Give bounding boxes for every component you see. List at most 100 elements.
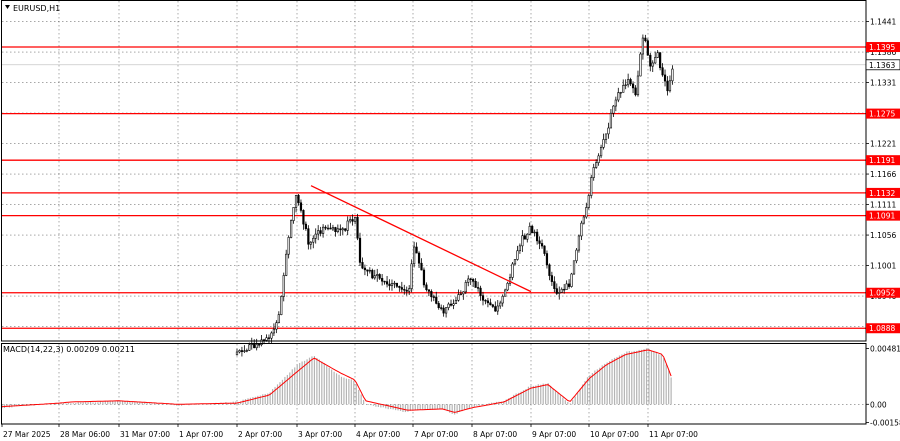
time-tick-label: 28 Mar 06:00 — [60, 430, 110, 439]
candle-body — [521, 235, 524, 247]
candle-body — [410, 263, 413, 289]
candle-body — [513, 259, 517, 265]
candle-body — [280, 296, 283, 315]
candle-body — [585, 207, 588, 218]
macd-pane-frame — [1, 343, 867, 425]
candle-body — [282, 275, 285, 297]
candle-body — [636, 75, 640, 96]
candle-body — [654, 57, 657, 64]
candle-body — [388, 283, 391, 287]
candle-body — [341, 228, 344, 231]
candle-body — [351, 219, 354, 222]
candle-body — [349, 219, 352, 222]
candle-body — [609, 112, 613, 129]
candle-body — [245, 350, 248, 352]
candle-body — [425, 284, 428, 290]
candle-body — [326, 227, 330, 230]
price-tick-label: 1.1386 — [870, 48, 896, 57]
time-tick-label: 2 Apr 07:00 — [238, 430, 282, 439]
candle-body — [582, 216, 585, 224]
current-price-badge — [865, 59, 900, 71]
candle-body — [590, 177, 593, 196]
level-price-badge — [866, 42, 900, 53]
price-tick-label: 1.1221 — [870, 140, 896, 149]
candle-body — [447, 303, 450, 308]
candle-body — [479, 287, 482, 296]
candle-body — [457, 294, 460, 301]
candle-body — [646, 40, 649, 56]
candle-body — [275, 322, 278, 330]
candle-body — [314, 233, 317, 239]
candle-body — [639, 53, 642, 77]
candle-body — [371, 270, 374, 279]
titles: EURUSD,H1 MACD(14,22,3) 0.00209 0.00211 — [3, 4, 135, 354]
level-price-badge — [866, 155, 900, 166]
candle-body — [614, 99, 617, 107]
candle-body — [671, 68, 674, 82]
candle-body — [599, 147, 603, 157]
trendline-group — [310, 185, 532, 293]
macd-title: MACD(14,22,3) 0.00209 0.00211 — [3, 345, 135, 354]
candle-body — [622, 85, 625, 93]
candle-body — [641, 37, 644, 55]
candle-body — [545, 253, 549, 266]
candle-body — [528, 226, 531, 235]
candle-body — [378, 274, 381, 279]
candle-body — [604, 133, 608, 140]
candle-body — [560, 288, 563, 293]
time-tick-label: 4 Apr 07:00 — [356, 430, 400, 439]
main-pane-frame — [1, 0, 867, 342]
candle-body — [536, 231, 539, 242]
price-tick-label: 1.1166 — [870, 170, 896, 179]
candle-body — [353, 217, 357, 222]
candle-body — [575, 249, 578, 262]
candles — [235, 34, 674, 357]
candle-body — [526, 233, 529, 240]
level-price-label: 1.1191 — [869, 156, 895, 165]
price-tick-label: 1.1111 — [870, 201, 896, 210]
candle-body — [656, 52, 659, 58]
candle-body — [516, 250, 519, 260]
candle-body — [253, 343, 256, 349]
price-tick-label: 1.1056 — [870, 231, 896, 240]
macd-signal-line — [1, 349, 672, 413]
candle-body — [523, 235, 526, 240]
candle-body — [550, 275, 553, 282]
candle-body — [476, 287, 480, 289]
candle-body — [331, 227, 335, 230]
current-price-label: 1.1363 — [869, 61, 895, 70]
candle-body — [267, 337, 271, 339]
macd-tick-label: 0.00 — [870, 400, 887, 409]
candle-body — [467, 278, 470, 283]
candle-body — [486, 300, 490, 304]
candle-body — [533, 231, 536, 234]
macd-pane — [1, 348, 672, 415]
candle-body — [511, 263, 514, 278]
price-levels — [2, 46, 866, 329]
candle-body — [474, 281, 477, 288]
candle-body — [659, 52, 662, 69]
trendline[interactable] — [310, 185, 532, 293]
candle-body — [363, 267, 367, 271]
candle-body — [472, 279, 475, 282]
candle-body — [484, 299, 487, 302]
macd-tick-label: 0.00481 — [870, 345, 900, 354]
symbol-dropdown-icon[interactable] — [5, 5, 10, 9]
chart-title: EURUSD,H1 — [13, 4, 60, 13]
level-price-label: 1.1091 — [869, 212, 895, 221]
candle-body — [444, 307, 448, 314]
candle-body — [290, 220, 293, 238]
candle-body — [307, 228, 310, 245]
time-tick-label: 3 Apr 07:00 — [298, 430, 342, 439]
candle-body — [299, 202, 303, 211]
candle-body — [430, 290, 433, 298]
candle-body — [238, 350, 241, 353]
candle-body — [452, 303, 455, 306]
candle-body — [420, 262, 423, 271]
candle-body — [265, 337, 268, 341]
candle-body — [570, 273, 573, 287]
candle-body — [565, 283, 568, 290]
level-price-label: 1.0888 — [869, 324, 895, 333]
candle-body — [634, 87, 637, 96]
